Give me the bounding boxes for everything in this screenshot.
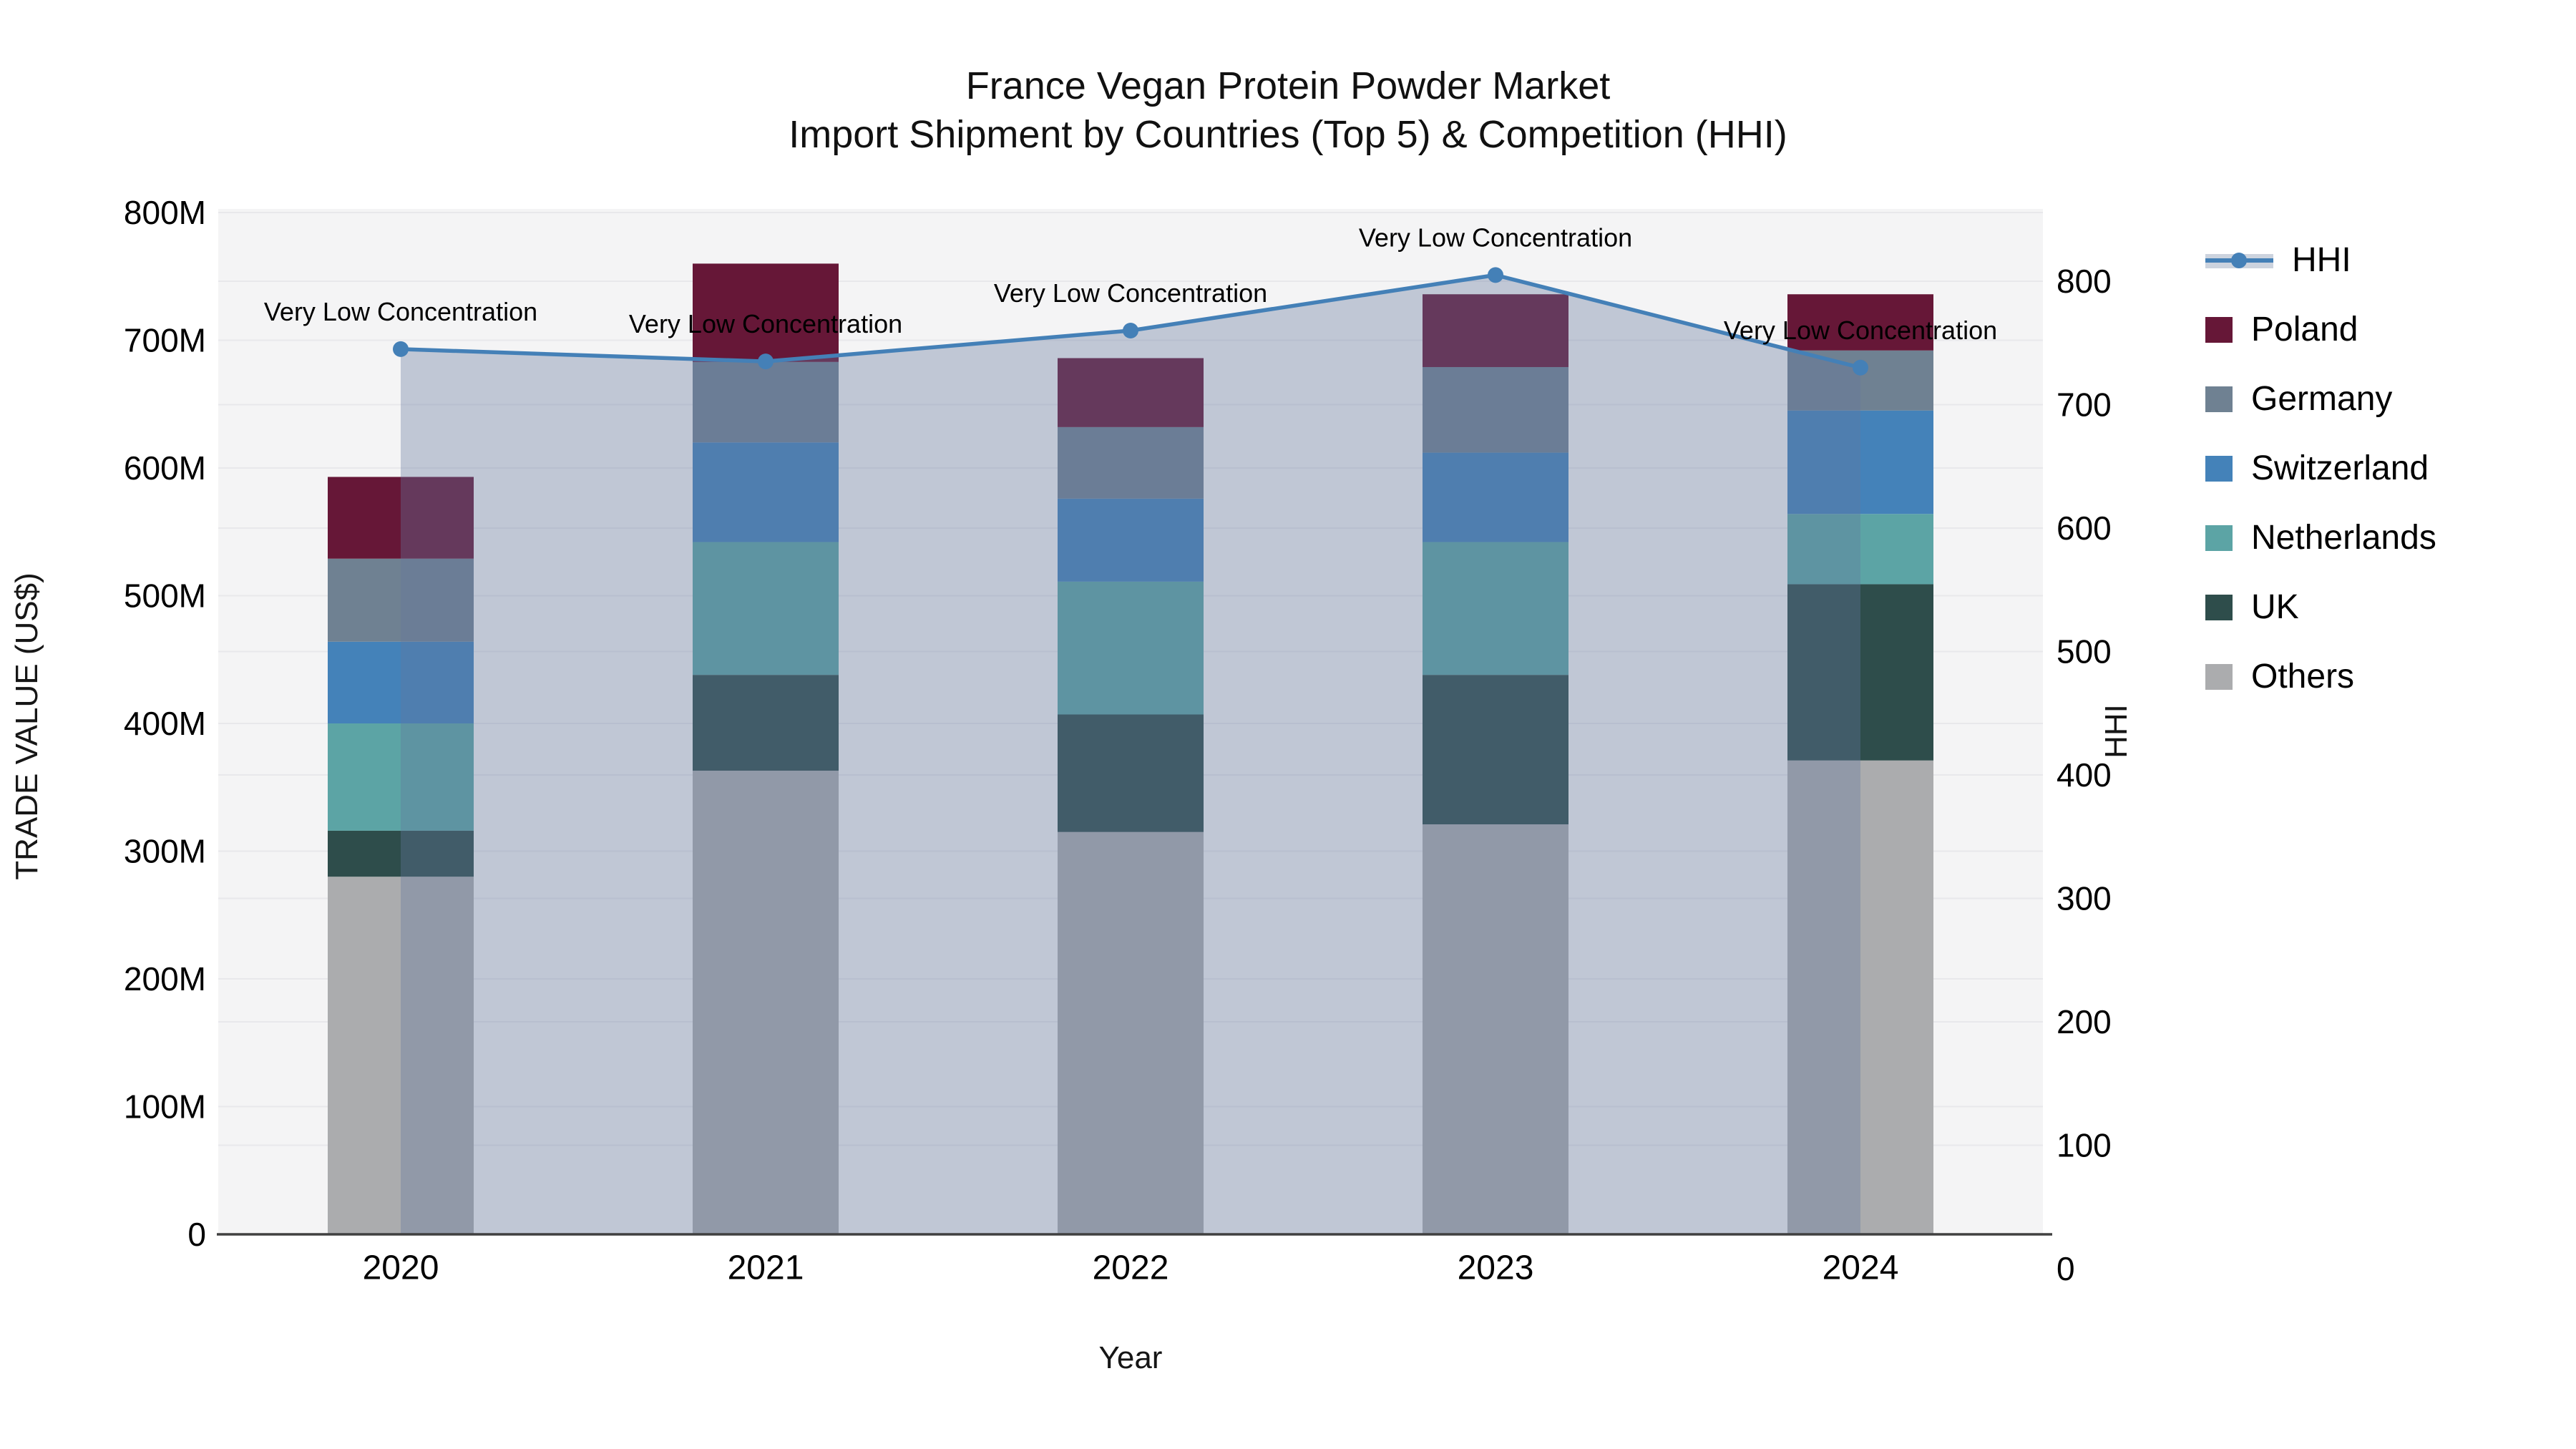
chart-title-line1: France Vegan Protein Powder Market	[965, 64, 1611, 107]
hhi-marker-2020[interactable]	[393, 341, 409, 357]
left-axis-tick-label: 500M	[124, 577, 206, 615]
bar-segment-netherlands-2021[interactable]	[693, 542, 839, 675]
right-axis-tick-label: 0	[2057, 1250, 2075, 1287]
bar-segment-poland-2021[interactable]	[693, 263, 839, 362]
left-axis-title: TRADE VALUE (US$)	[9, 572, 44, 880]
annotation-2022: Very Low Concentration	[994, 278, 1267, 308]
legend-label: Poland	[2251, 311, 2358, 348]
legend-swatch-netherlands-icon	[2205, 525, 2233, 551]
bar-segment-others-2024[interactable]	[1787, 760, 1933, 1234]
bar-segment-poland-2023[interactable]	[1423, 294, 1568, 367]
bar-segment-uk-2020[interactable]	[328, 830, 474, 877]
legend-swatch-germany-icon	[2205, 386, 2233, 412]
bar-segment-germany-2021[interactable]	[693, 361, 839, 443]
bar-segment-netherlands-2022[interactable]	[1058, 581, 1204, 715]
bar-segment-others-2021[interactable]	[693, 771, 839, 1234]
hhi-marker-2023[interactable]	[1488, 267, 1503, 283]
x-axis-tick-label: 2022	[1093, 1249, 1169, 1287]
bar-segment-switzerland-2021[interactable]	[693, 442, 839, 542]
x-axis-title: Year	[1098, 1340, 1163, 1375]
right-axis-tick-label: 700	[2057, 386, 2112, 424]
left-axis-tick-label: 700M	[124, 322, 206, 359]
annotation-2021: Very Low Concentration	[629, 309, 902, 338]
left-axis-tick-label: 600M	[124, 449, 206, 487]
bar-segment-poland-2022[interactable]	[1058, 358, 1204, 427]
bar-segment-germany-2022[interactable]	[1058, 426, 1204, 499]
legend-item-others[interactable]: Others	[2205, 642, 2436, 711]
left-axis-tick-label: 100M	[124, 1088, 206, 1126]
annotation-2024: Very Low Concentration	[1724, 316, 1997, 345]
legend-swatch-switzerland-icon	[2205, 455, 2233, 482]
bar-segment-switzerland-2022[interactable]	[1058, 498, 1204, 582]
bar-segment-netherlands-2023[interactable]	[1423, 542, 1568, 675]
legend-label: Others	[2251, 658, 2355, 696]
right-axis-tick-label: 400	[2057, 756, 2112, 794]
right-axis-tick-label: 500	[2057, 633, 2112, 670]
right-axis-title: HHI	[2099, 704, 2134, 758]
legend-swatch-uk-icon	[2205, 594, 2233, 620]
legend-item-uk[interactable]: UK	[2205, 572, 2436, 642]
legend-label: Netherlands	[2251, 519, 2436, 557]
left-axis-tick-label: 300M	[124, 833, 206, 870]
bar-segment-others-2020[interactable]	[328, 877, 474, 1234]
x-axis-tick-label: 2023	[1458, 1249, 1534, 1287]
hhi-marker-2024[interactable]	[1853, 359, 1868, 376]
legend-item-netherlands[interactable]: Netherlands	[2205, 503, 2436, 572]
legend-item-poland[interactable]: Poland	[2205, 295, 2436, 364]
bar-segment-germany-2020[interactable]	[328, 558, 474, 642]
right-axis-tick-label: 300	[2057, 880, 2112, 917]
bar-segment-uk-2021[interactable]	[693, 675, 839, 771]
bar-segment-germany-2023[interactable]	[1423, 366, 1568, 453]
hhi-area-fill	[401, 275, 1860, 1234]
right-axis-tick-label: 600	[2057, 509, 2112, 547]
bar-segment-poland-2020[interactable]	[328, 477, 474, 559]
left-axis-tick-label: 200M	[124, 960, 206, 997]
x-axis-tick-label: 2020	[363, 1249, 439, 1287]
annotation-2023: Very Low Concentration	[1359, 223, 1632, 252]
legend-swatch-poland-icon	[2205, 316, 2233, 343]
legend: HHI Poland Germany Switzerland Netherlands UK…	[2205, 225, 2436, 711]
bar-segment-switzerland-2024[interactable]	[1787, 410, 1933, 514]
bar-segment-uk-2024[interactable]	[1787, 584, 1933, 761]
legend-label: UK	[2251, 588, 2299, 626]
bar-segment-netherlands-2024[interactable]	[1787, 514, 1933, 585]
left-axis-tick-label: 400M	[124, 705, 206, 742]
left-axis-tick-label: 800M	[124, 194, 206, 231]
hhi-marker-2022[interactable]	[1123, 323, 1138, 338]
hhi-line-sample-icon	[2205, 252, 2273, 268]
bar-segment-netherlands-2020[interactable]	[328, 723, 474, 831]
chart-title: France Vegan Protein Powder Market Impor…	[0, 62, 2576, 159]
legend-item-germany[interactable]: Germany	[2205, 364, 2436, 434]
bar-segment-others-2022[interactable]	[1058, 831, 1204, 1234]
legend-item-switzerland[interactable]: Switzerland	[2205, 434, 2436, 503]
legend-swatch-others-icon	[2205, 663, 2233, 690]
bar-segment-uk-2022[interactable]	[1058, 714, 1204, 832]
x-axis-tick-label: 2021	[728, 1249, 804, 1287]
x-axis-tick-label: 2024	[1823, 1249, 1899, 1287]
bar-segment-switzerland-2023[interactable]	[1423, 452, 1568, 542]
hhi-marker-2021[interactable]	[758, 353, 774, 370]
left-axis-tick-label: 0	[187, 1216, 206, 1253]
bar-segment-switzerland-2020[interactable]	[328, 641, 474, 723]
right-axis-tick-label: 800	[2057, 263, 2112, 300]
bar-segment-others-2023[interactable]	[1423, 824, 1568, 1234]
bar-segment-uk-2023[interactable]	[1423, 675, 1568, 825]
chart-title-line2: Import Shipment by Countries (Top 5) & C…	[789, 113, 1787, 156]
right-axis-tick-label: 200	[2057, 1003, 2112, 1040]
bar-segment-poland-2024[interactable]	[1787, 294, 1933, 351]
legend-label: Switzerland	[2251, 449, 2429, 487]
legend-item-hhi[interactable]: HHI	[2205, 225, 2436, 295]
annotation-2020: Very Low Concentration	[264, 297, 537, 326]
right-axis-tick-label: 100	[2057, 1127, 2112, 1164]
legend-label: HHI	[2292, 241, 2351, 279]
legend-label: Germany	[2251, 380, 2393, 418]
